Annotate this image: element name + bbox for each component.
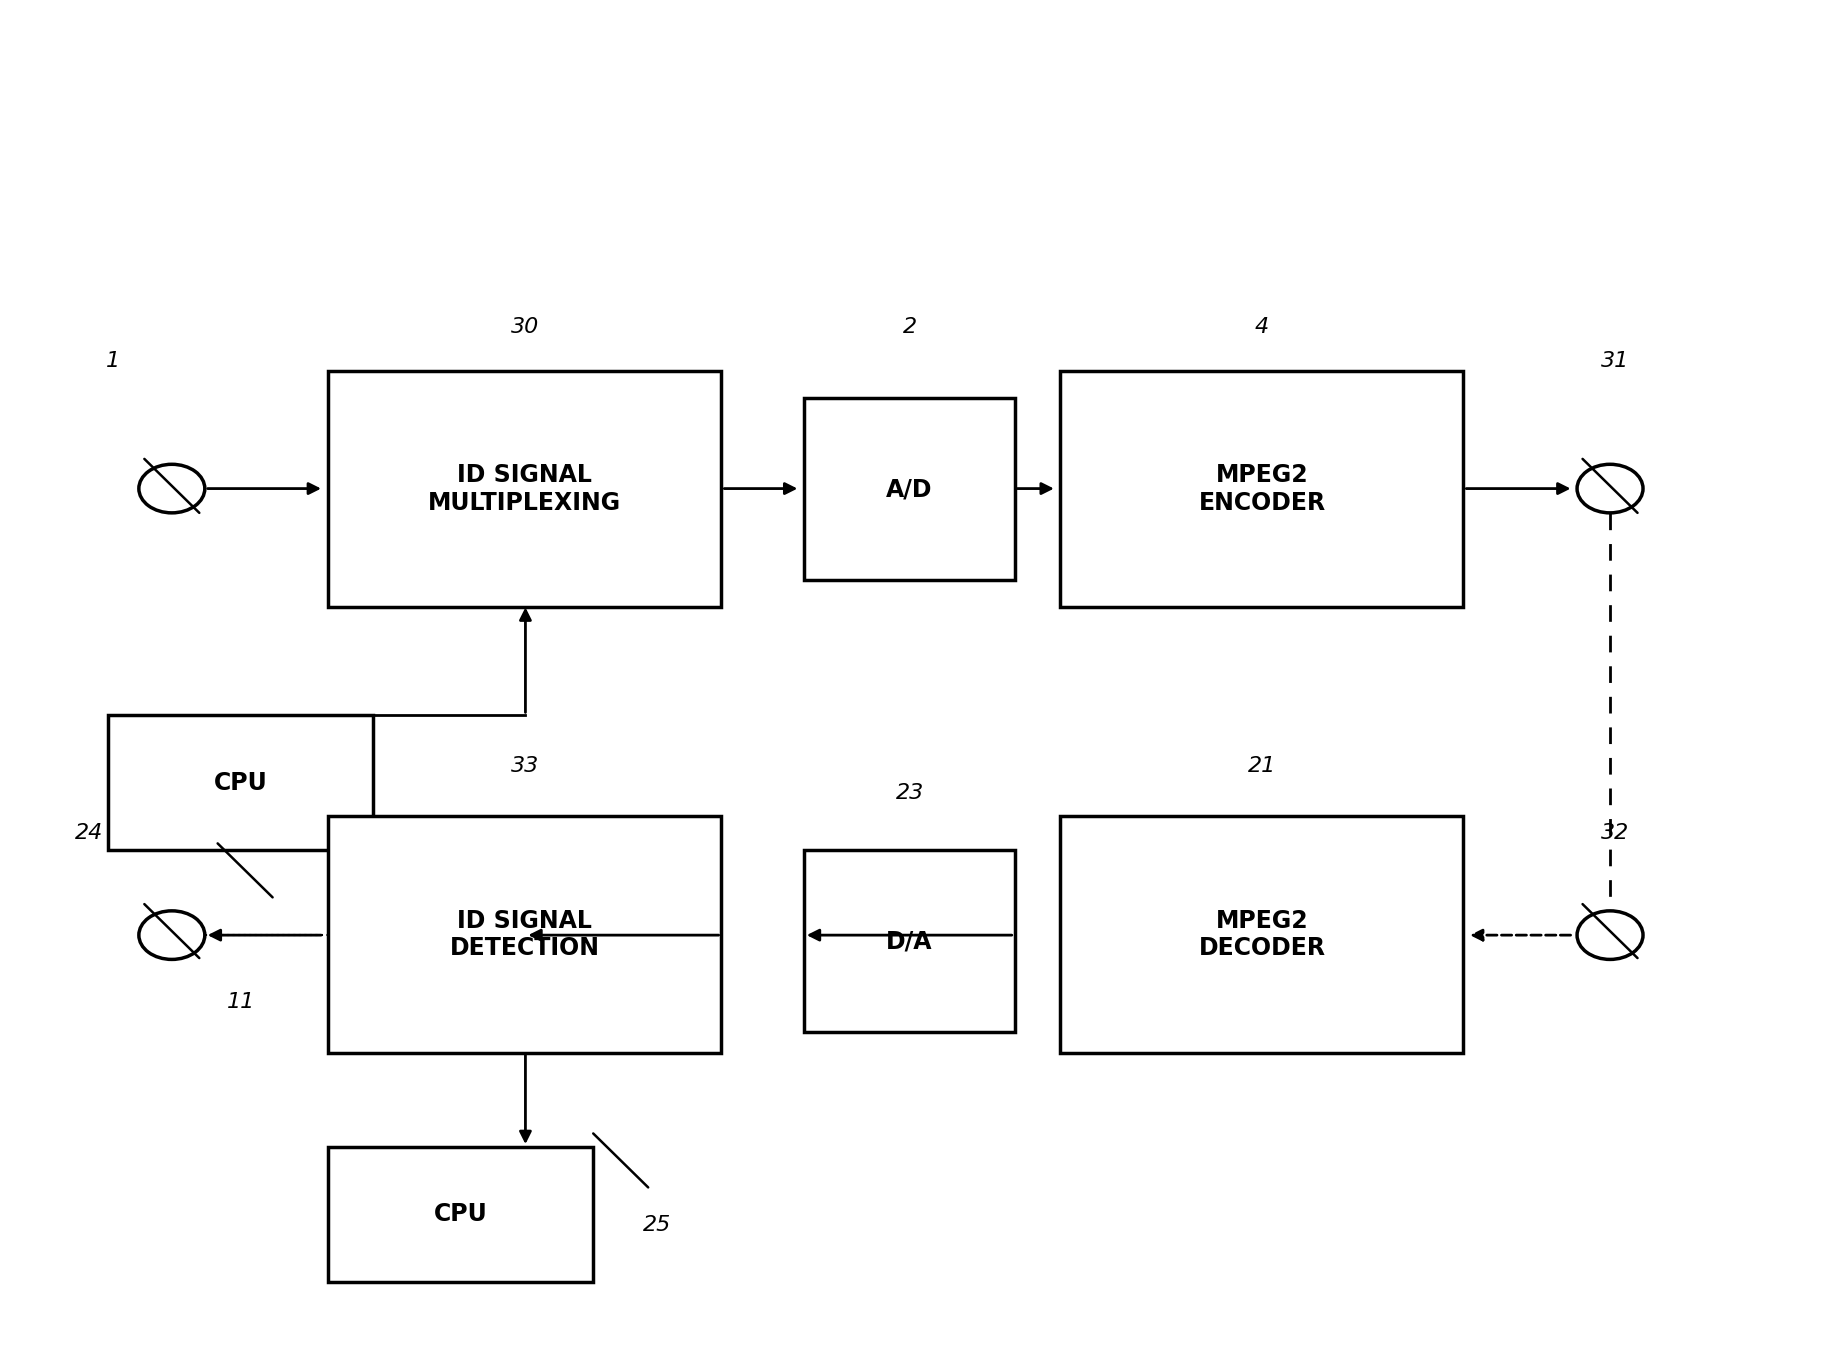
Bar xyxy=(803,851,1015,1032)
Text: A/D: A/D xyxy=(886,477,932,502)
Text: 25: 25 xyxy=(642,1214,672,1235)
Text: 21: 21 xyxy=(1248,756,1276,776)
Text: 24: 24 xyxy=(76,823,103,844)
Circle shape xyxy=(138,465,205,512)
Text: CPU: CPU xyxy=(434,1202,487,1227)
Bar xyxy=(1060,371,1464,608)
Text: 30: 30 xyxy=(511,318,539,338)
Text: CPU: CPU xyxy=(214,770,268,795)
Bar xyxy=(327,816,722,1052)
Bar xyxy=(1060,816,1464,1052)
Text: 33: 33 xyxy=(511,756,539,776)
Bar xyxy=(327,371,722,608)
Text: MPEG2
DECODER: MPEG2 DECODER xyxy=(1198,909,1325,961)
Text: ID SIGNAL
DETECTION: ID SIGNAL DETECTION xyxy=(450,909,600,961)
Bar xyxy=(803,398,1015,581)
Bar xyxy=(107,716,373,851)
Text: 2: 2 xyxy=(903,318,917,338)
Text: 11: 11 xyxy=(227,992,255,1013)
Text: 32: 32 xyxy=(1602,823,1630,844)
Circle shape xyxy=(1576,465,1643,512)
Text: 1: 1 xyxy=(105,352,120,371)
Text: 23: 23 xyxy=(895,782,925,803)
Text: 31: 31 xyxy=(1602,352,1630,371)
Circle shape xyxy=(1576,910,1643,960)
Text: ID SIGNAL
MULTIPLEXING: ID SIGNAL MULTIPLEXING xyxy=(428,463,620,515)
Bar xyxy=(327,1146,593,1281)
Text: MPEG2
ENCODER: MPEG2 ENCODER xyxy=(1198,463,1325,515)
Text: 4: 4 xyxy=(1255,318,1268,338)
Circle shape xyxy=(138,910,205,960)
Text: D/A: D/A xyxy=(886,930,932,953)
